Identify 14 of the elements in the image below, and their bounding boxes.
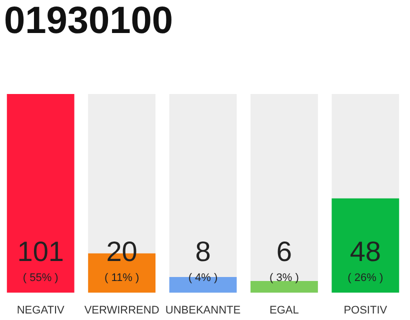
data-label: 48 bbox=[350, 236, 381, 267]
x-tick-label: VERWIRREND bbox=[84, 304, 160, 316]
annotation: ( 55% ) bbox=[22, 272, 58, 284]
annotation: ( 26% ) bbox=[348, 272, 384, 284]
x-tick-label: EGAL bbox=[270, 304, 299, 316]
x-tick-label: UNBEKANNTE bbox=[165, 304, 241, 316]
annotation: ( 3% ) bbox=[270, 272, 299, 284]
data-label: 8 bbox=[195, 236, 211, 267]
chart-title: 01930100 bbox=[4, 0, 174, 43]
data-label: 101 bbox=[17, 236, 64, 267]
x-tick-label: POSITIV bbox=[344, 304, 388, 316]
annotation: ( 11% ) bbox=[104, 272, 140, 284]
x-tick-label: NEGATIV bbox=[16, 304, 65, 316]
data-label: 6 bbox=[276, 236, 292, 267]
